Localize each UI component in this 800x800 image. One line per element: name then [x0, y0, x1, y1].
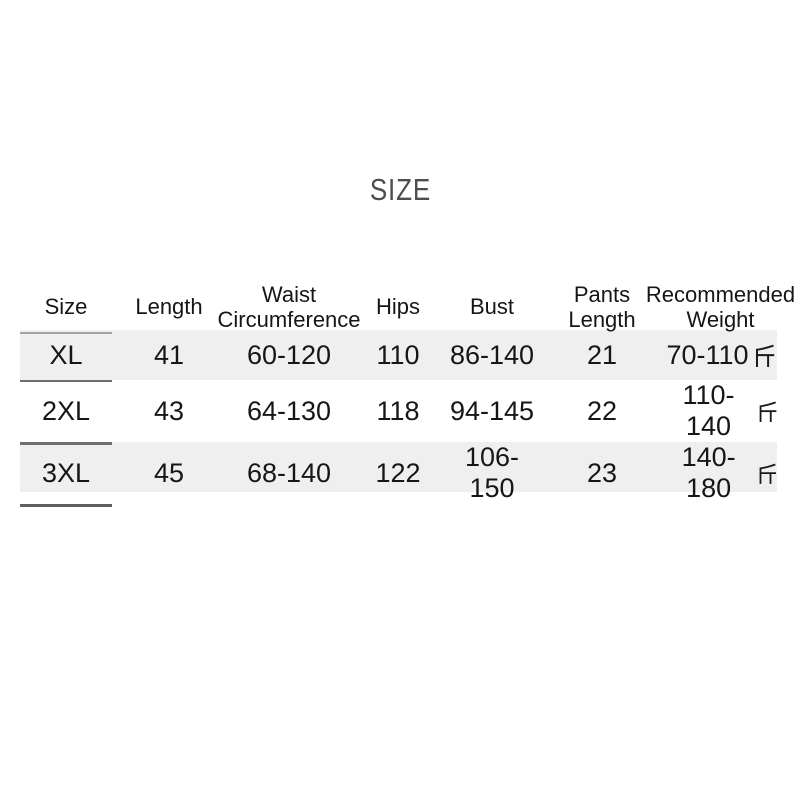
jin-unit-icon — [755, 344, 774, 367]
size-table: Size Length Waist Circumference Hips Bus… — [20, 282, 796, 507]
page-title-text: SIZE — [369, 172, 431, 207]
header-cell-size: Size — [20, 283, 112, 335]
cell-pants-length: 23 — [586, 457, 618, 488]
cell-size: 2XL — [20, 380, 112, 445]
header-cell-waist-circumference: Waist Circumference — [217, 282, 361, 332]
cell-length: 41 — [153, 339, 185, 370]
page-title: SIZE — [0, 172, 800, 208]
header-cell-recommended-weight: Recommended Weight — [645, 282, 796, 332]
cell-size: XL — [20, 330, 112, 382]
header-cell-pants-length: Pants Length — [568, 282, 636, 332]
cell-hips: 122 — [375, 457, 421, 488]
cell-bust: 106-150 — [464, 442, 520, 503]
cell-recommended-weight: 110-140 斤 — [664, 380, 777, 442]
header-cell-hips: Hips — [375, 294, 420, 320]
weight-value: 140-180 — [681, 442, 736, 503]
cell-size: 3XL — [20, 442, 112, 507]
jin-unit-icon — [759, 463, 777, 484]
weight-value: 70-110 — [666, 339, 749, 370]
cell-recommended-weight: 70-110 斤 — [664, 330, 777, 380]
weight-value: 110-140 — [682, 380, 735, 441]
header-cell-bust: Bust — [469, 294, 515, 320]
table-row-3xl: 3XL 45 68-140 122 106-150 23 140-180 斤 — [20, 442, 777, 507]
cell-waist: 68-140 — [246, 457, 332, 488]
table-row-xl: XL 41 60-120 110 86-140 21 70-110 斤 — [20, 330, 777, 382]
cell-pants-length: 21 — [586, 339, 618, 370]
cell-length: 45 — [153, 457, 185, 488]
header-cell-length: Length — [135, 294, 203, 320]
cell-bust: 86-140 — [449, 339, 535, 370]
cell-bust: 94-145 — [449, 395, 535, 426]
cell-hips: 118 — [376, 395, 420, 426]
cell-length: 43 — [153, 395, 185, 426]
jin-unit-icon — [759, 401, 777, 422]
table-row-2xl: 2XL 43 64-130 118 94-145 22 110-140 斤 — [20, 380, 777, 445]
cell-waist: 60-120 — [246, 339, 332, 370]
cell-recommended-weight: 140-180 斤 — [664, 442, 777, 504]
cell-hips: 110 — [376, 339, 420, 370]
cell-pants-length: 22 — [586, 395, 618, 426]
table-header-row: Size Length Waist Circumference Hips Bus… — [20, 282, 796, 335]
cell-waist: 64-130 — [246, 395, 332, 426]
